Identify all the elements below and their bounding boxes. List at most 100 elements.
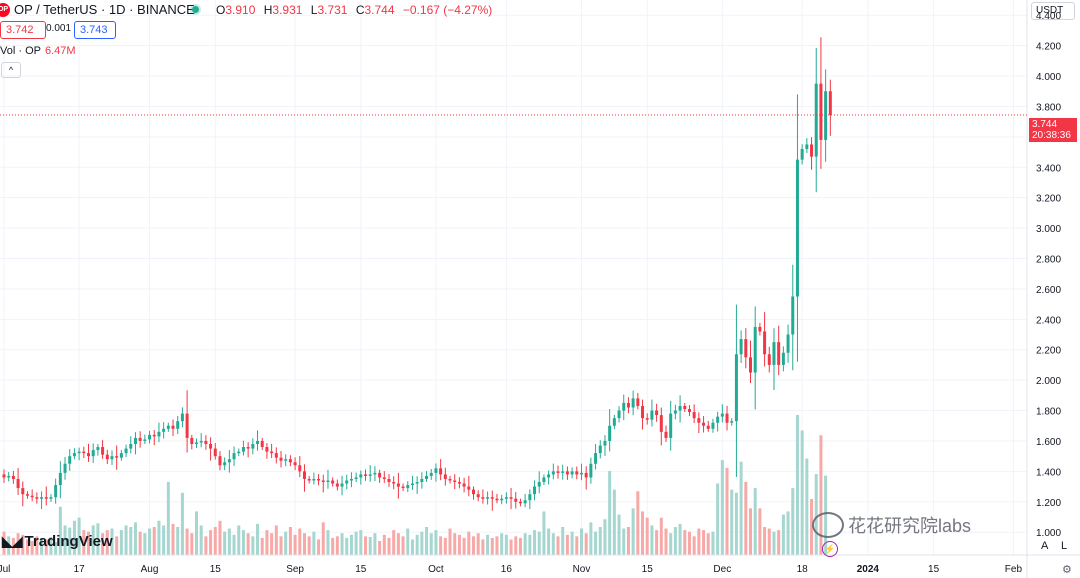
volume-bar [148, 528, 152, 555]
ohlc-low-value: 3.731 [317, 3, 348, 17]
volume-bar [410, 539, 414, 555]
candle-body [21, 488, 25, 495]
collapse-legend-chevron-up-icon[interactable]: ^ [1, 62, 21, 78]
volume-bar [626, 527, 630, 555]
volume-bar [7, 536, 11, 555]
volume-bar [565, 534, 569, 555]
candle-body [556, 471, 560, 473]
candle-body [77, 451, 81, 454]
volume-bar [579, 528, 583, 555]
price-axis: 1.000 1.200 1.400 1.600 1.800 2.000 2.200 2.400… [1026, 0, 1061, 578]
candle-body [166, 425, 170, 429]
volume-bar [288, 527, 292, 555]
symbol-title[interactable]: OP / TetherUS · 1D · BINANCE [14, 2, 195, 17]
candle-body [716, 416, 720, 423]
log-scale-button[interactable]: L [1061, 540, 1068, 552]
ohlc-close-value: 3.744 [364, 3, 395, 17]
tradingview-logo[interactable]: ◣◢ TradingView [2, 533, 113, 550]
lightning-icon[interactable]: ⚡ [822, 541, 838, 557]
volume-bar [673, 527, 677, 555]
settings-gear-icon[interactable]: ⚙ [1062, 564, 1072, 576]
volume-bar [124, 525, 128, 555]
volume-bar [570, 531, 574, 555]
candle-body [518, 501, 522, 504]
volume-bar [63, 525, 67, 555]
candle-body [246, 447, 250, 449]
volume-bar [110, 528, 114, 555]
candle-body [678, 405, 682, 411]
currency-selector[interactable]: USDT [1031, 2, 1075, 20]
candle-body [673, 410, 677, 414]
volume-bar [551, 533, 555, 555]
candle-body [711, 422, 715, 429]
volume-bar [791, 488, 795, 555]
volume-bar [739, 461, 743, 555]
candle-body [345, 480, 349, 484]
volume-bar [631, 508, 635, 555]
volume-bar [270, 533, 274, 555]
volume-bar [457, 534, 461, 555]
candle-body [396, 483, 400, 487]
candle-body [279, 457, 283, 461]
candle-body [749, 357, 753, 373]
volume-bar [345, 537, 349, 555]
candle-body [157, 431, 161, 437]
candle-body [410, 483, 414, 486]
volume-bar [35, 536, 39, 555]
candle-body [260, 440, 264, 448]
volume-bar [241, 530, 245, 555]
volume-bar [274, 525, 278, 555]
candle-body [274, 453, 278, 458]
volume-bar [767, 528, 771, 555]
ohlc-legend: O3.910 H3.931 L3.731 C3.744 −0.167 (−4.2… [216, 3, 497, 17]
candle-body [425, 475, 429, 479]
volume-bar [237, 525, 241, 555]
candle-body [472, 489, 475, 495]
sell-price-button[interactable]: 3.742 [0, 21, 46, 39]
candle-body [54, 485, 58, 498]
volume-bar [396, 533, 400, 555]
volume-bar [152, 527, 156, 555]
candle-body [91, 450, 95, 457]
auto-scale-button[interactable]: A [1041, 540, 1049, 552]
candle-body [720, 413, 724, 417]
candle-body [237, 451, 241, 454]
volume-bar [415, 534, 419, 555]
volume-bar [143, 533, 147, 555]
candle-body [298, 465, 302, 472]
candle-body [612, 418, 616, 426]
candle-body [476, 494, 480, 498]
volume-bar [467, 531, 471, 555]
candle-body [791, 296, 795, 335]
volume-bar [448, 528, 452, 555]
volume-bar [683, 530, 687, 555]
volume-bar [256, 523, 260, 555]
candle-body [133, 437, 137, 444]
candle-body [368, 474, 372, 476]
candle-body [401, 486, 405, 489]
candle-body [68, 456, 72, 464]
volume-bar [44, 539, 48, 555]
ohlc-open-key: O [216, 3, 226, 17]
candle-body [753, 326, 757, 373]
volume-label: Vol · OP [0, 45, 41, 57]
tradingview-mark-icon: ◣◢ [2, 533, 23, 549]
candle-body [706, 425, 710, 429]
candle-body [119, 453, 123, 458]
candle-body [209, 444, 213, 449]
tradingview-logo-text: TradingView [24, 533, 113, 550]
price-tick-label: 4.000 [1036, 72, 1061, 83]
volume-bar [359, 530, 363, 555]
volume-bars [2, 415, 828, 555]
volume-bar [209, 530, 213, 555]
candle-body [162, 428, 166, 432]
volume-bar [317, 539, 321, 555]
candle-body [617, 410, 621, 419]
candle-body [204, 440, 208, 444]
candle-body [645, 418, 649, 420]
buy-price-button[interactable]: 3.743 [74, 21, 116, 39]
volume-bar [378, 541, 382, 555]
volume-bar [725, 467, 729, 555]
price-tick-label: 2.400 [1036, 315, 1061, 326]
